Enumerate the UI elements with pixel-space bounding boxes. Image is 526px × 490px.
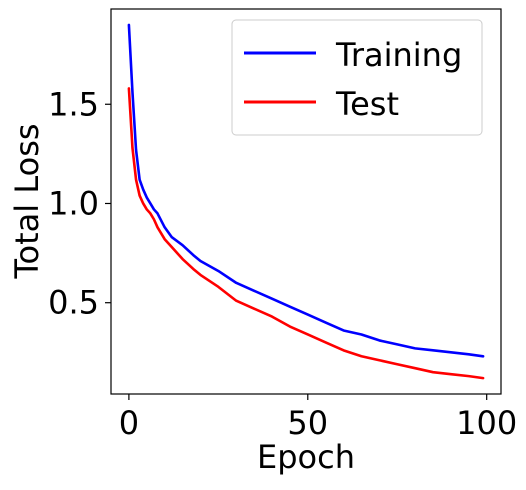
x-axis-label: Epoch [257, 438, 355, 476]
x-tick-label: 0 [119, 404, 139, 442]
series-line-training [127, 23, 485, 358]
y-axis-label: Total Loss [8, 123, 46, 279]
y-tick-label: 1.5 [48, 85, 99, 123]
legend-label-training: Training [335, 36, 462, 74]
legend-box [231, 19, 483, 136]
series-layer [127, 23, 485, 380]
x-tick-label: 100 [456, 404, 517, 442]
legend-label-test: Test [335, 85, 399, 123]
y-tick-label: 0.5 [48, 284, 99, 322]
y-tick-layer: 0.5 1.0 1.5 [48, 85, 111, 322]
series-line-test [127, 87, 485, 380]
plot-frame [110, 8, 502, 395]
legend: Training Test [231, 19, 483, 136]
x-tick-layer: 0 50 100 [119, 394, 517, 442]
y-tick-label: 1.0 [48, 184, 99, 222]
x-tick-label: 50 [287, 404, 328, 442]
